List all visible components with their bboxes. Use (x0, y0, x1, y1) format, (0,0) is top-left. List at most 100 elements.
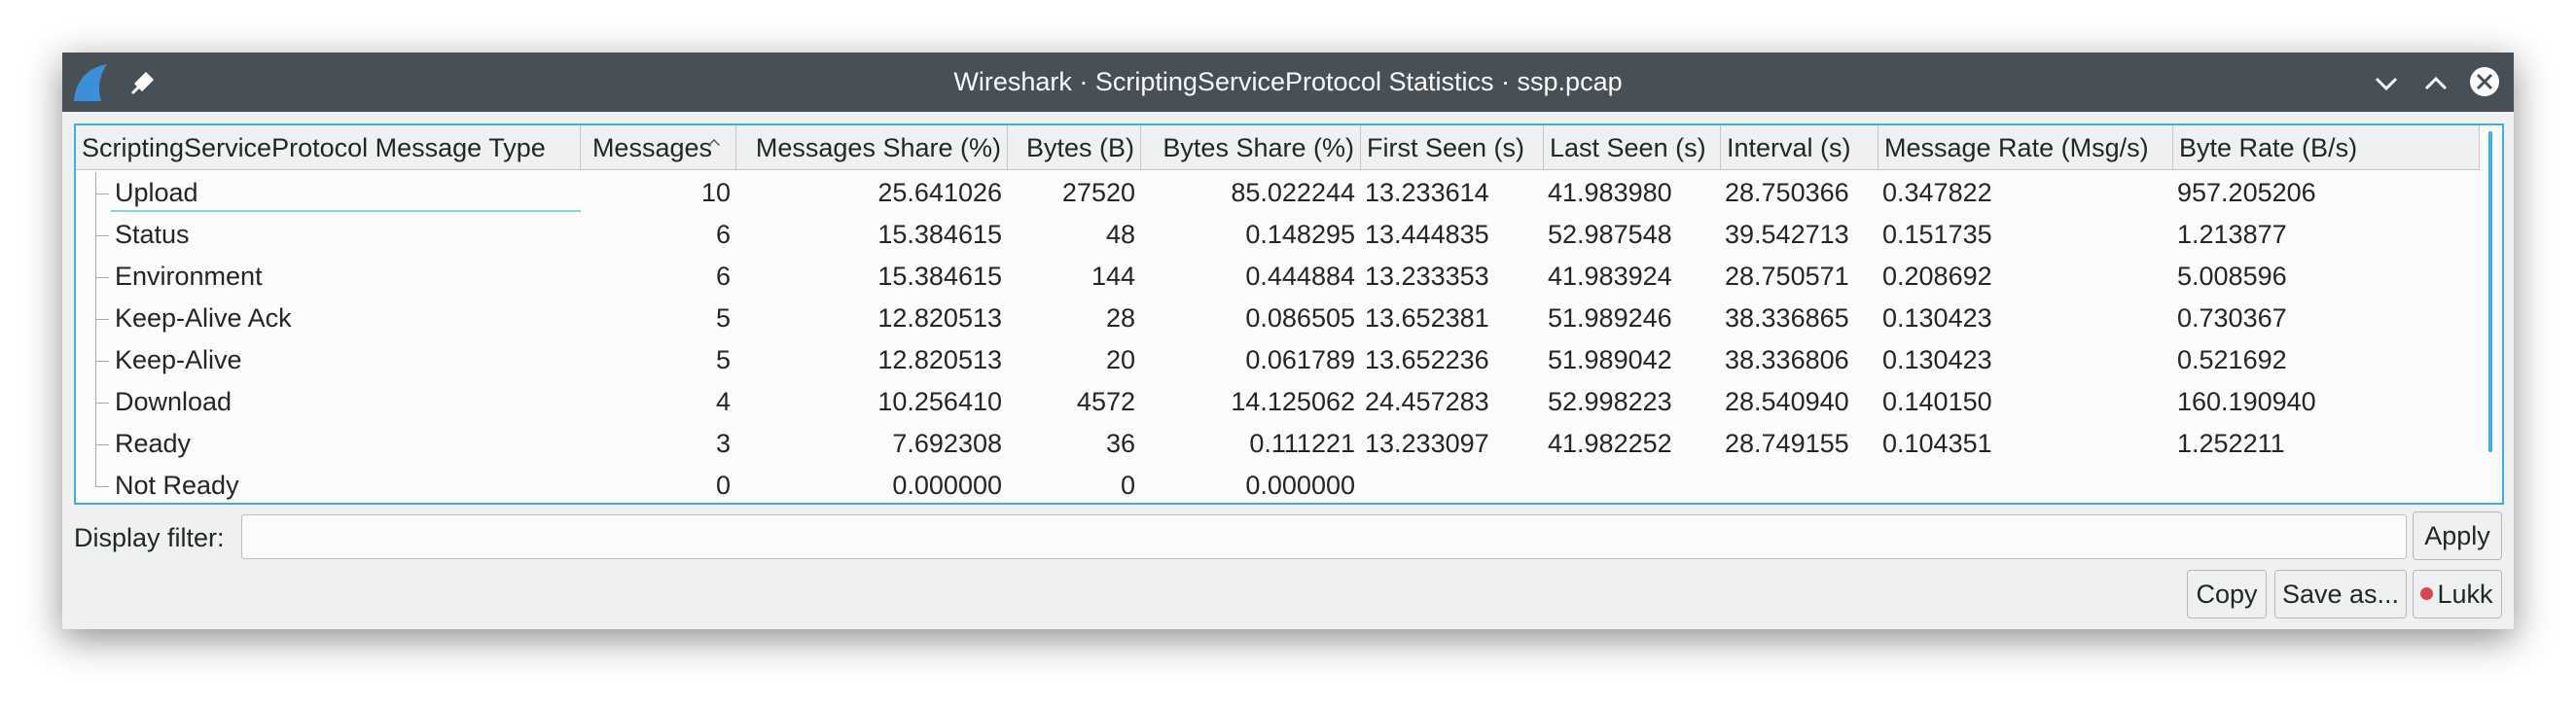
table-cell: 28.749155 (1725, 429, 1849, 458)
table-cell: 0.730367 (2177, 303, 2287, 333)
minimize-button[interactable] (2375, 77, 2398, 91)
title-icons (74, 64, 2499, 101)
column-header[interactable]: Messages Share (%) (736, 125, 1008, 170)
table-cell: 0.521692 (2177, 345, 2287, 374)
table-cell: 15.384615 (877, 262, 1002, 291)
tree-line (95, 465, 112, 486)
table-cell: 1.213877 (2177, 220, 2287, 249)
table-cell: 144 (1091, 262, 1135, 291)
table-cell: 160.190940 (2177, 387, 2316, 416)
table-cell: 52.987548 (1548, 220, 1672, 249)
table-cell: 36 (1105, 429, 1135, 458)
tree-branch (95, 485, 109, 487)
row-label[interactable]: Status (115, 220, 190, 249)
tree-branch (95, 443, 109, 445)
row-label[interactable]: Download (115, 387, 233, 416)
table-cell: 51.989042 (1548, 345, 1672, 374)
app-icon (74, 64, 107, 101)
table-cell: 15.384615 (877, 220, 1002, 249)
table-cell: 25.641026 (877, 178, 1002, 207)
table-cell: 12.820513 (877, 303, 1002, 333)
row-label[interactable]: Environment (115, 262, 263, 291)
filter-input[interactable] (241, 514, 2407, 559)
tree-branch (95, 234, 109, 236)
table-cell: 12.820513 (877, 345, 1002, 374)
column-header[interactable]: Bytes Share (%) (1141, 125, 1361, 170)
close-icon (2420, 587, 2433, 600)
tree-branch (95, 360, 109, 362)
window-title: Wireshark · ScriptingServiceProtocol Sta… (953, 67, 1623, 96)
table-cell: 5 (715, 345, 731, 374)
table-cell: 13.652236 (1365, 345, 1489, 374)
table-cell: 28.750366 (1725, 178, 1849, 207)
column-header[interactable]: First Seen (s) (1361, 125, 1544, 170)
table-cell: 41.983924 (1548, 262, 1672, 291)
table-cell: 957.205206 (2177, 178, 2316, 207)
table-cell: 13.233097 (1365, 429, 1489, 458)
table-cell: 85.022244 (1231, 178, 1355, 207)
table-cell: 52.998223 (1548, 387, 1672, 416)
column-header[interactable]: Last Seen (s) (1544, 125, 1721, 170)
table-cell: 0.148295 (1245, 220, 1355, 249)
dialog-window: Wireshark · ScriptingServiceProtocol Sta… (62, 53, 2514, 629)
table-cell: 6 (715, 220, 731, 249)
table-cell: 7.692308 (892, 429, 1002, 458)
tree-branch (95, 318, 109, 320)
table-cell: 38.336865 (1725, 303, 1849, 333)
table-cell: 28 (1105, 303, 1135, 333)
column-header[interactable]: Byte Rate (B/s) (2173, 125, 2480, 170)
row-focus-underline (111, 210, 581, 212)
column-header[interactable]: ScriptingServiceProtocol Message Type (76, 125, 581, 170)
row-label[interactable]: Keep-Alive Ack (115, 303, 292, 333)
table-cell: 0.000000 (1245, 471, 1355, 500)
statistics-table: ScriptingServiceProtocol Message Type Mes… (74, 123, 2504, 505)
table-cell: 38.336806 (1725, 345, 1849, 374)
table-cell: 0.130423 (1882, 303, 1992, 333)
column-header[interactable]: Messages (581, 125, 736, 170)
table-cell: 5.008596 (2177, 262, 2287, 291)
row-label[interactable]: Ready (115, 429, 192, 458)
table-cell: 13.233614 (1365, 178, 1489, 207)
table-cell: 0.151735 (1882, 220, 1992, 249)
dialog-button[interactable]: Save as... (2274, 570, 2407, 618)
table-cell: 0.444884 (1245, 262, 1355, 291)
table-cell: 41.982252 (1548, 429, 1672, 458)
table-cell: 6 (715, 262, 731, 291)
apply-button[interactable]: Apply (2413, 511, 2502, 560)
maximize-button[interactable] (2424, 76, 2448, 90)
title-bar: Wireshark · ScriptingServiceProtocol Sta… (62, 53, 2514, 112)
row-label[interactable]: Keep-Alive (115, 345, 242, 374)
table-cell: 14.125062 (1231, 387, 1355, 416)
column-header[interactable]: Message Rate (Msg/s) (1878, 125, 2173, 170)
table-cell: 0.000000 (892, 471, 1002, 500)
dialog-button[interactable]: Copy (2187, 570, 2267, 618)
table-cell: 24.457283 (1365, 387, 1489, 416)
tree-branch (95, 402, 109, 404)
table-cell: 28.750571 (1725, 262, 1849, 291)
table-cell: 13.444835 (1365, 220, 1489, 249)
row-label[interactable]: Upload (115, 178, 198, 207)
column-header[interactable]: Interval (s) (1721, 125, 1878, 170)
table-cell: 48 (1105, 220, 1135, 249)
scrollbar (2488, 131, 2492, 452)
close-glyph (2476, 73, 2493, 90)
table-cell: 0 (715, 471, 731, 500)
table-cell: 0.086505 (1245, 303, 1355, 333)
table-cell: 0.347822 (1882, 178, 1992, 207)
table-cell: 13.652381 (1365, 303, 1489, 333)
table-cell: 0.104351 (1882, 429, 1992, 458)
column-header[interactable]: Bytes (B) (1008, 125, 1141, 170)
table-cell: 0.061789 (1245, 345, 1355, 374)
filter-label: Display filter: (74, 523, 225, 552)
table-cell: 51.989246 (1548, 303, 1672, 333)
table-cell: 41.983980 (1548, 178, 1672, 207)
table-cell: 0 (1120, 471, 1135, 500)
tree-branch (95, 276, 109, 278)
table-cell: 5 (715, 303, 731, 333)
table-cell: 1.252211 (2177, 429, 2285, 458)
table-cell: 28.540940 (1725, 387, 1849, 416)
table-cell: 0.111221 (1249, 429, 1355, 458)
row-label[interactable]: Not Ready (115, 471, 239, 500)
table-cell: 39.542713 (1725, 220, 1849, 249)
pin-icon[interactable] (130, 71, 155, 95)
